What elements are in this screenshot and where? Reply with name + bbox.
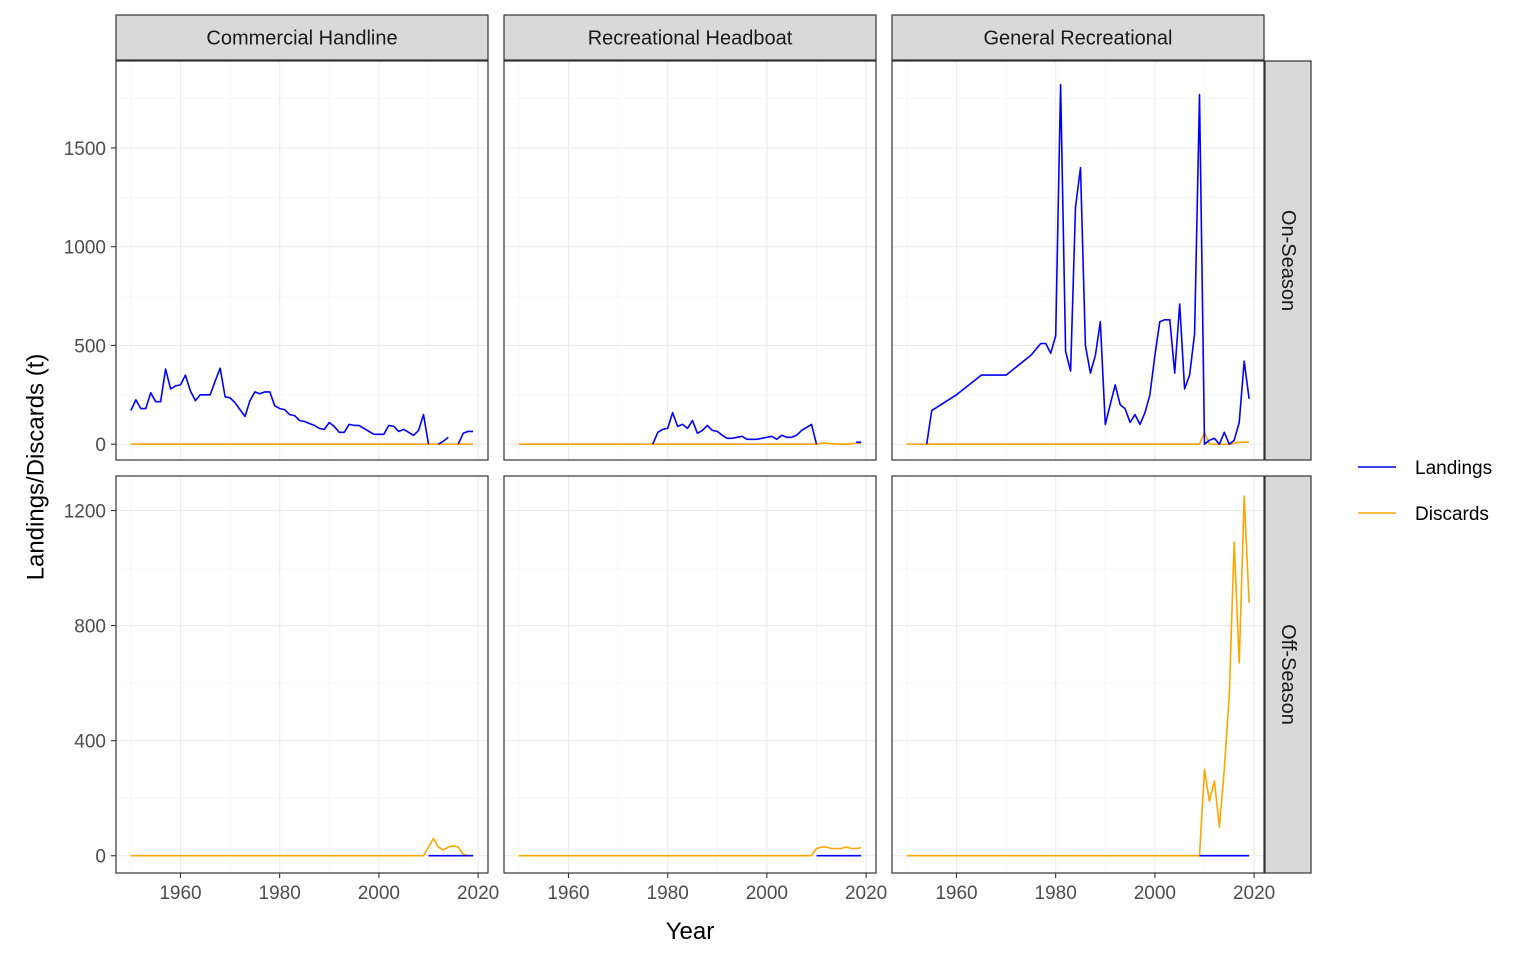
series-line-discards <box>518 846 862 857</box>
strip-top-background <box>115 14 489 61</box>
panel-background <box>116 476 488 873</box>
panel-background <box>504 61 876 460</box>
x-axis-title: Year <box>666 918 715 945</box>
panel-border <box>115 475 489 874</box>
strip-top-label: General Recreational <box>984 28 1173 50</box>
series-line-landings <box>652 411 862 445</box>
panel-border <box>115 60 489 461</box>
facet-panels <box>115 60 1265 874</box>
facet-strips: Commercial Handline Recreational Headboat… <box>115 14 1312 874</box>
y-axis-on-season: 0 500 1000 1500 <box>64 139 116 456</box>
x-tick-label: 1980 <box>1035 883 1077 904</box>
x-tick-label: 2020 <box>845 883 887 904</box>
panel-background <box>504 476 876 873</box>
legend: Landings Discards <box>1358 458 1492 525</box>
x-axis-general-recreational: 1960 1980 2000 2020 <box>935 873 1275 904</box>
y-tick-label: 500 <box>74 336 106 357</box>
strip-top-general-recreational: General Recreational <box>891 14 1265 61</box>
y-tick-label: 1000 <box>64 238 106 259</box>
axes: 1960 1980 2000 2020 1960 1980 2000 2020 1960 1980… <box>64 139 1276 904</box>
strip-right-label: On-Season <box>1277 210 1299 311</box>
panel-recreational-headboat-on-season <box>503 60 877 461</box>
y-tick-label: 0 <box>95 847 106 868</box>
panel-general-recreational-off-season <box>891 475 1265 874</box>
series-line-landings <box>130 367 474 445</box>
panel-border <box>503 475 877 874</box>
strip-top-recreational-headboat: Recreational Headboat <box>503 14 877 61</box>
strip-right-background <box>1264 60 1312 461</box>
strip-right-background <box>1264 475 1312 874</box>
y-tick-label: 0 <box>95 435 106 456</box>
x-tick-label: 1980 <box>259 883 301 904</box>
legend-item-landings: Landings <box>1358 458 1492 479</box>
series-line-discards <box>130 837 474 857</box>
x-axis-commercial-handline: 1960 1980 2000 2020 <box>159 873 499 904</box>
x-axis-recreational-headboat: 1960 1980 2000 2020 <box>547 873 887 904</box>
strip-right-off-season: Off-Season <box>1264 475 1312 874</box>
x-tick-label: 2000 <box>746 883 788 904</box>
series-line-landings <box>925 83 1250 445</box>
strip-right-on-season: On-Season <box>1264 60 1312 461</box>
legend-label: Discards <box>1415 504 1489 525</box>
panel-border <box>891 60 1265 461</box>
series-line-discards <box>518 442 862 445</box>
panel-commercial-handline-on-season <box>115 60 489 461</box>
y-tick-label: 800 <box>74 617 106 638</box>
series-line-discards <box>906 495 1250 857</box>
strip-top-commercial-handline: Commercial Handline <box>115 14 489 61</box>
legend-label: Landings <box>1415 458 1492 479</box>
x-tick-label: 1960 <box>935 883 977 904</box>
strip-top-label: Recreational Headboat <box>588 28 793 50</box>
x-tick-label: 1980 <box>647 883 689 904</box>
panel-general-recreational-on-season <box>891 60 1265 461</box>
y-tick-label: 1500 <box>64 139 106 160</box>
strip-top-background <box>891 14 1265 61</box>
x-tick-label: 2020 <box>1233 883 1275 904</box>
x-tick-label: 2000 <box>358 883 400 904</box>
panel-recreational-headboat-off-season <box>503 475 877 874</box>
x-tick-label: 2000 <box>1134 883 1176 904</box>
y-tick-label: 1200 <box>64 502 106 523</box>
strip-top-label: Commercial Handline <box>206 28 397 50</box>
panel-background <box>116 61 488 460</box>
legend-item-discards: Discards <box>1358 504 1489 525</box>
panel-border <box>503 60 877 461</box>
strip-right-label: Off-Season <box>1277 624 1299 725</box>
x-tick-label: 1960 <box>547 883 589 904</box>
y-axis-title: Landings/Discards (t) <box>23 354 50 581</box>
y-axis-off-season: 0 400 800 1200 <box>64 502 116 868</box>
x-tick-label: 1960 <box>159 883 201 904</box>
panel-background <box>892 476 1264 873</box>
y-tick-label: 400 <box>74 732 106 753</box>
x-tick-label: 2020 <box>457 883 499 904</box>
panel-commercial-handline-off-season <box>115 475 489 874</box>
strip-top-background <box>503 14 877 61</box>
panel-border <box>891 475 1265 874</box>
